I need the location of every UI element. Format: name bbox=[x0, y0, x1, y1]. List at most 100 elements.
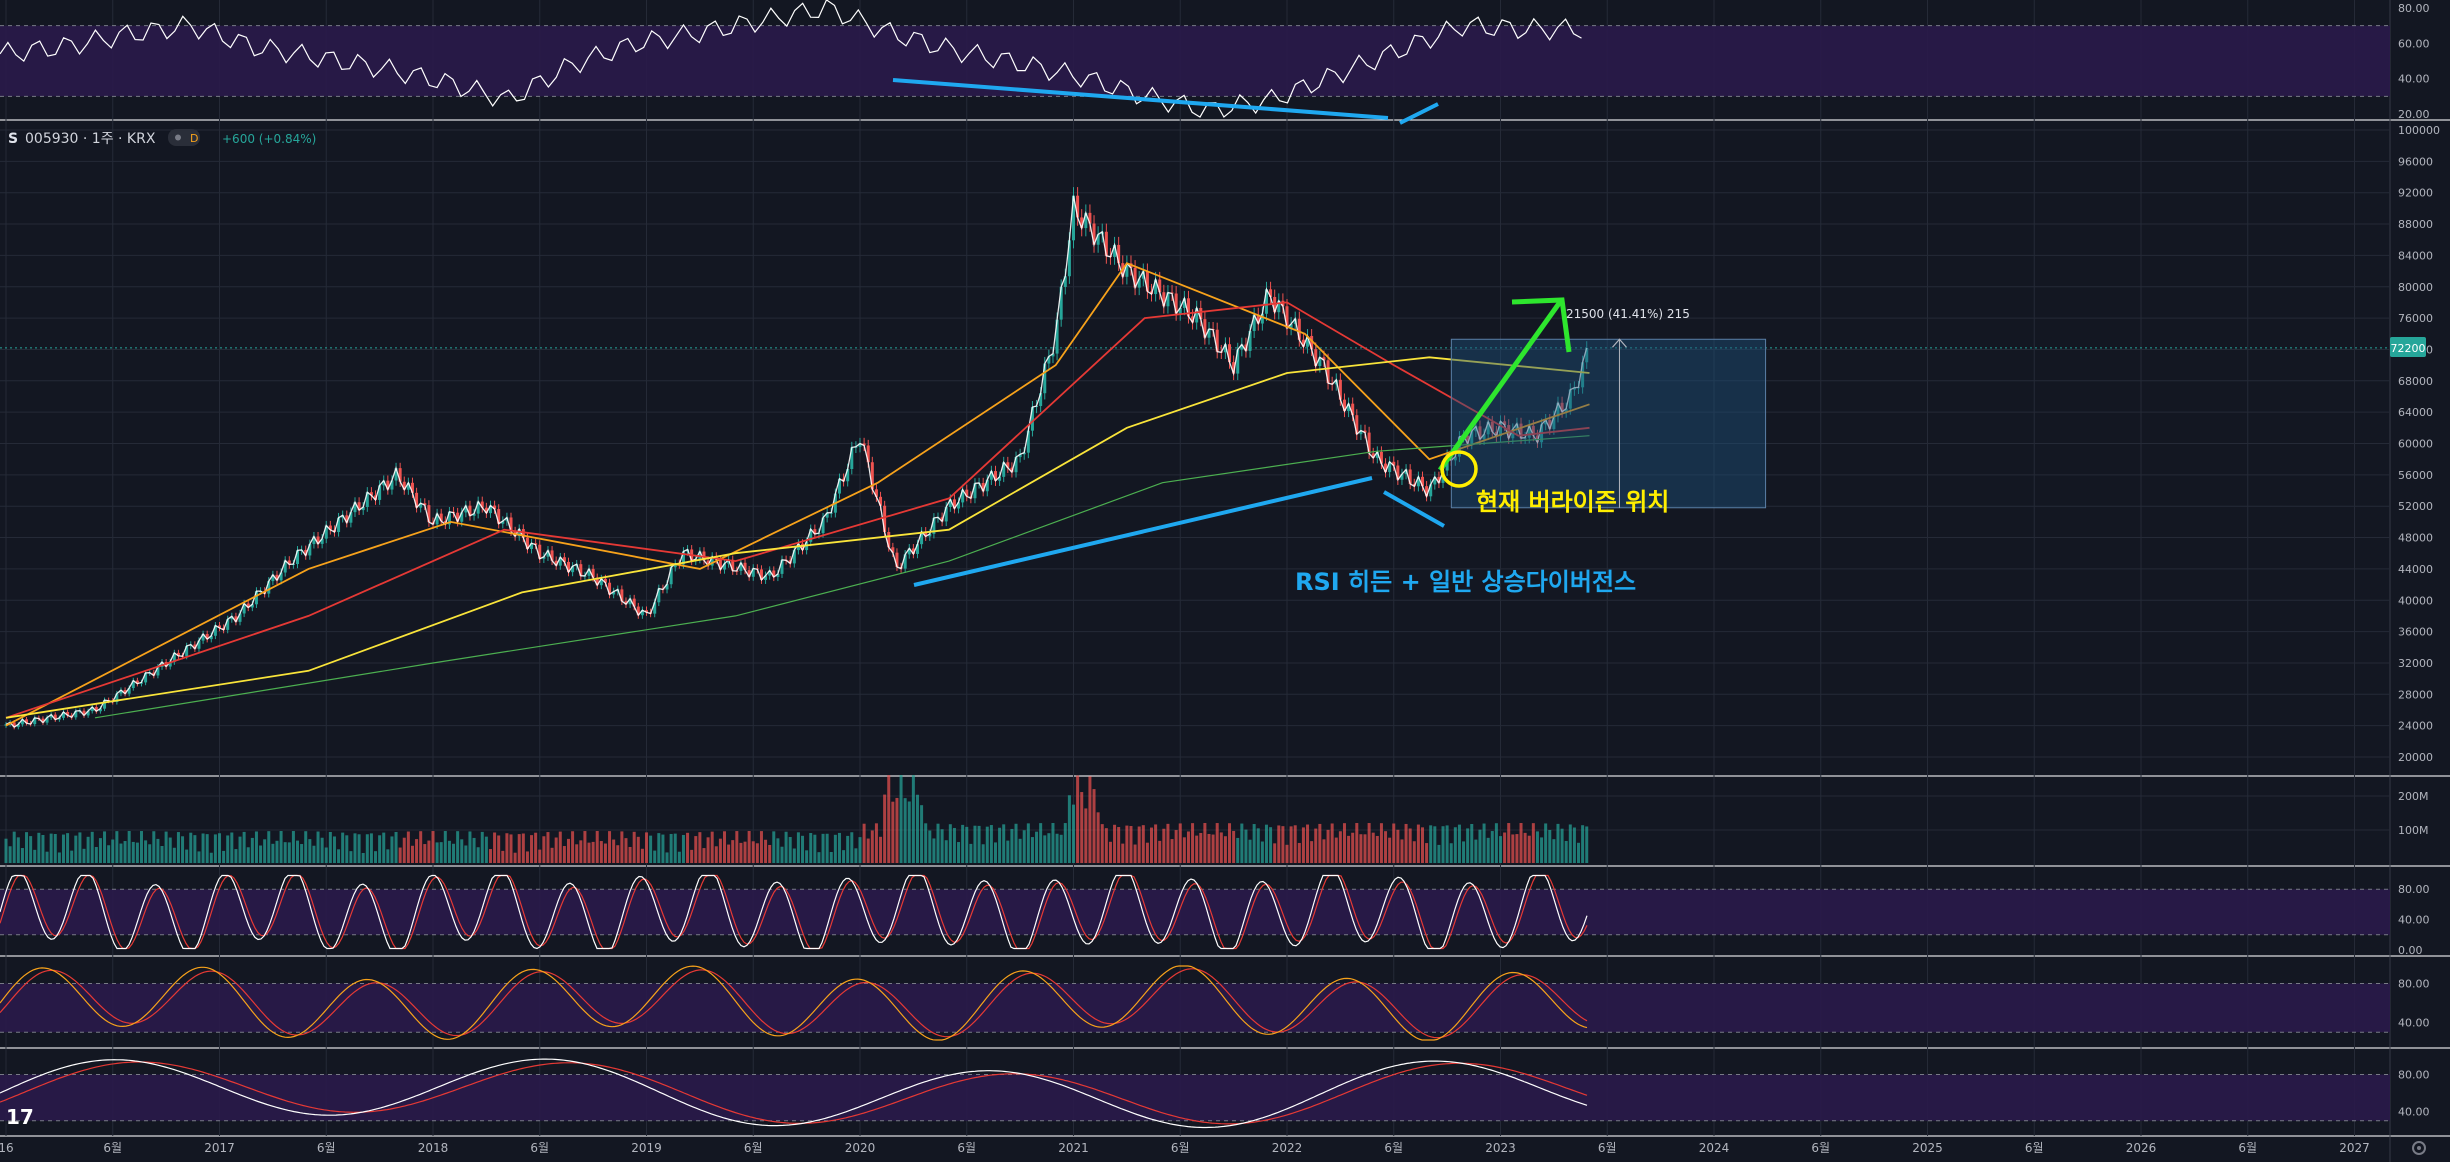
candle-body bbox=[435, 513, 439, 525]
stochastic-band bbox=[0, 889, 2390, 935]
breakout-arrowhead-icon bbox=[1511, 297, 1572, 353]
volume-bar bbox=[230, 832, 234, 863]
candle-body bbox=[135, 680, 139, 684]
candle-body bbox=[1162, 292, 1166, 307]
volume-bar bbox=[1519, 823, 1523, 863]
y-tick-label: 84000 bbox=[2398, 249, 2433, 262]
candle-body bbox=[427, 505, 431, 523]
volume-bar bbox=[714, 846, 718, 863]
volume-bar bbox=[1232, 830, 1236, 863]
candle-body bbox=[423, 503, 427, 506]
candle-body bbox=[944, 506, 948, 522]
volume-bar bbox=[378, 835, 382, 863]
volume-bar bbox=[1039, 823, 1043, 863]
volume-bar bbox=[201, 833, 205, 863]
volume-bar bbox=[1318, 823, 1322, 863]
volume-bar bbox=[394, 831, 398, 863]
candle-body bbox=[61, 712, 65, 718]
stochastic-tick-label: 80.00 bbox=[2398, 883, 2430, 896]
candle-body bbox=[57, 717, 61, 720]
y-tick-label: 52000 bbox=[2398, 500, 2433, 513]
volume-bar bbox=[1026, 823, 1030, 863]
volume-bar bbox=[1191, 823, 1195, 863]
symbol-title: 005930 · 1주 · KRX bbox=[25, 131, 156, 147]
candle-body bbox=[1556, 402, 1560, 417]
volume-bar bbox=[755, 843, 759, 863]
oscillator-tick-label: 80.00 bbox=[2398, 1069, 2430, 1082]
volume-bar bbox=[1195, 835, 1199, 863]
volume-bar bbox=[287, 842, 291, 863]
volume-bar bbox=[304, 831, 308, 863]
volume-bar bbox=[1072, 804, 1075, 863]
volume-bar bbox=[74, 835, 78, 863]
y-tick-label: 56000 bbox=[2398, 469, 2433, 482]
candle-body bbox=[879, 496, 883, 506]
volume-bar bbox=[690, 849, 694, 863]
divergence-trendline bbox=[913, 476, 1373, 587]
volume-bar bbox=[1047, 833, 1051, 863]
candle-body bbox=[20, 719, 24, 725]
candle-body bbox=[94, 706, 98, 712]
volume-bar bbox=[291, 831, 295, 863]
volume-bar bbox=[870, 830, 874, 863]
volume-bar bbox=[361, 852, 365, 863]
volume-bar bbox=[1540, 837, 1544, 863]
settings-gear-icon[interactable] bbox=[2412, 1141, 2426, 1155]
candle-body bbox=[1499, 421, 1502, 437]
volume-bar bbox=[1080, 792, 1084, 863]
volume-bar bbox=[1355, 823, 1359, 863]
candle-body bbox=[328, 525, 332, 530]
volume-bar bbox=[1531, 823, 1535, 863]
candle-body bbox=[254, 591, 258, 605]
candle-body bbox=[1384, 463, 1388, 473]
volume-bar bbox=[156, 838, 160, 863]
candle-body bbox=[66, 712, 70, 716]
candle-body bbox=[1375, 451, 1379, 458]
candle-body bbox=[337, 517, 341, 533]
volume-bar bbox=[1560, 828, 1564, 863]
candle-body bbox=[632, 598, 636, 607]
x-tick-label: 6월 bbox=[317, 1141, 336, 1155]
candle-body bbox=[25, 719, 29, 724]
candle-body bbox=[1018, 454, 1022, 458]
candle-body bbox=[1240, 344, 1244, 350]
volume-bar bbox=[998, 827, 1002, 863]
candle-body bbox=[74, 710, 78, 718]
candle-body bbox=[176, 652, 180, 656]
candle-body bbox=[439, 513, 443, 522]
stochastic-line bbox=[0, 874, 1588, 950]
candle-body bbox=[119, 690, 123, 694]
volume-bar bbox=[176, 832, 180, 863]
candle-body bbox=[509, 517, 513, 532]
candle-body bbox=[669, 567, 673, 585]
volume-bar bbox=[70, 850, 74, 863]
symbol-header[interactable]: S 005930 · 1주 · KRX D +600 (+0.84%) bbox=[8, 129, 316, 147]
candle-body bbox=[1531, 425, 1535, 436]
volume-bar bbox=[817, 852, 821, 863]
volume-bar bbox=[1388, 837, 1392, 863]
volume-bar bbox=[1314, 828, 1318, 863]
volume-bar bbox=[300, 844, 304, 863]
volume-bar bbox=[932, 838, 936, 863]
volume-bar bbox=[538, 849, 542, 863]
volume-bar bbox=[1585, 826, 1589, 863]
volume-bar bbox=[1392, 823, 1396, 863]
volume-bar bbox=[702, 848, 706, 863]
volume-bar bbox=[205, 834, 209, 863]
volume-bar bbox=[513, 852, 517, 863]
candle-body bbox=[1429, 484, 1433, 497]
volume-bar bbox=[1572, 827, 1576, 863]
x-tick-label: 2017 bbox=[204, 1141, 235, 1155]
candle-body bbox=[862, 443, 866, 446]
x-tick-label: 6월 bbox=[2025, 1141, 2044, 1155]
candle-body bbox=[620, 589, 624, 602]
candle-body bbox=[1515, 423, 1519, 430]
stoch-rsi-line bbox=[0, 965, 1588, 1041]
volume-bar bbox=[1014, 823, 1018, 863]
volume-bar bbox=[603, 843, 607, 863]
candle-body bbox=[891, 547, 895, 553]
candle-body bbox=[1072, 195, 1075, 241]
volume-bar bbox=[1437, 844, 1441, 863]
